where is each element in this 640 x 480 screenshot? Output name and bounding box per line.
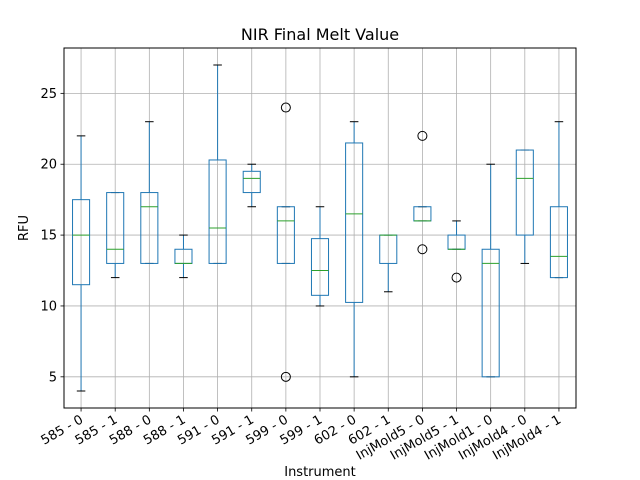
y-tick-label: 15 [40, 229, 57, 244]
box-3 [140, 121, 159, 264]
outlier-point [417, 244, 428, 255]
box-15 [549, 121, 568, 279]
chart-title: NIR Final Melt Value [241, 25, 399, 44]
y-tick-label: 5 [49, 370, 57, 385]
outlier-point [280, 102, 291, 113]
outlier-point [417, 130, 428, 141]
box-10 [379, 234, 398, 293]
iqr-box [310, 238, 330, 296]
y-tick-label: 20 [40, 158, 57, 173]
iqr-box [549, 206, 568, 279]
iqr-box [345, 142, 364, 303]
box-11 [413, 130, 432, 255]
iqr-box [106, 192, 125, 264]
outlier-point [451, 272, 462, 283]
y-axis-label: RFU [17, 215, 32, 241]
iqr-box [72, 199, 91, 286]
box-series [72, 64, 568, 392]
box-2 [106, 192, 125, 279]
x-axis-label: Instrument [284, 465, 356, 480]
y-tick-label: 10 [40, 299, 57, 314]
box-4 [174, 234, 193, 279]
iqr-box [481, 248, 500, 378]
iqr-box [208, 159, 227, 264]
outlier-point [280, 371, 291, 382]
iqr-box [276, 206, 295, 264]
iqr-box [515, 149, 534, 236]
box-14 [515, 149, 534, 264]
box-9 [345, 121, 364, 378]
box-7 [276, 102, 295, 382]
iqr-box [140, 192, 159, 264]
box-6 [242, 163, 261, 208]
box-1 [72, 135, 91, 392]
iqr-box [242, 170, 261, 194]
y-tick-label: 25 [40, 87, 57, 102]
box-5 [208, 64, 227, 264]
y-axis: 5 10 15 20 25 [40, 87, 64, 385]
box-12 [447, 220, 466, 283]
box-8 [310, 206, 330, 307]
box-13 [481, 163, 500, 378]
